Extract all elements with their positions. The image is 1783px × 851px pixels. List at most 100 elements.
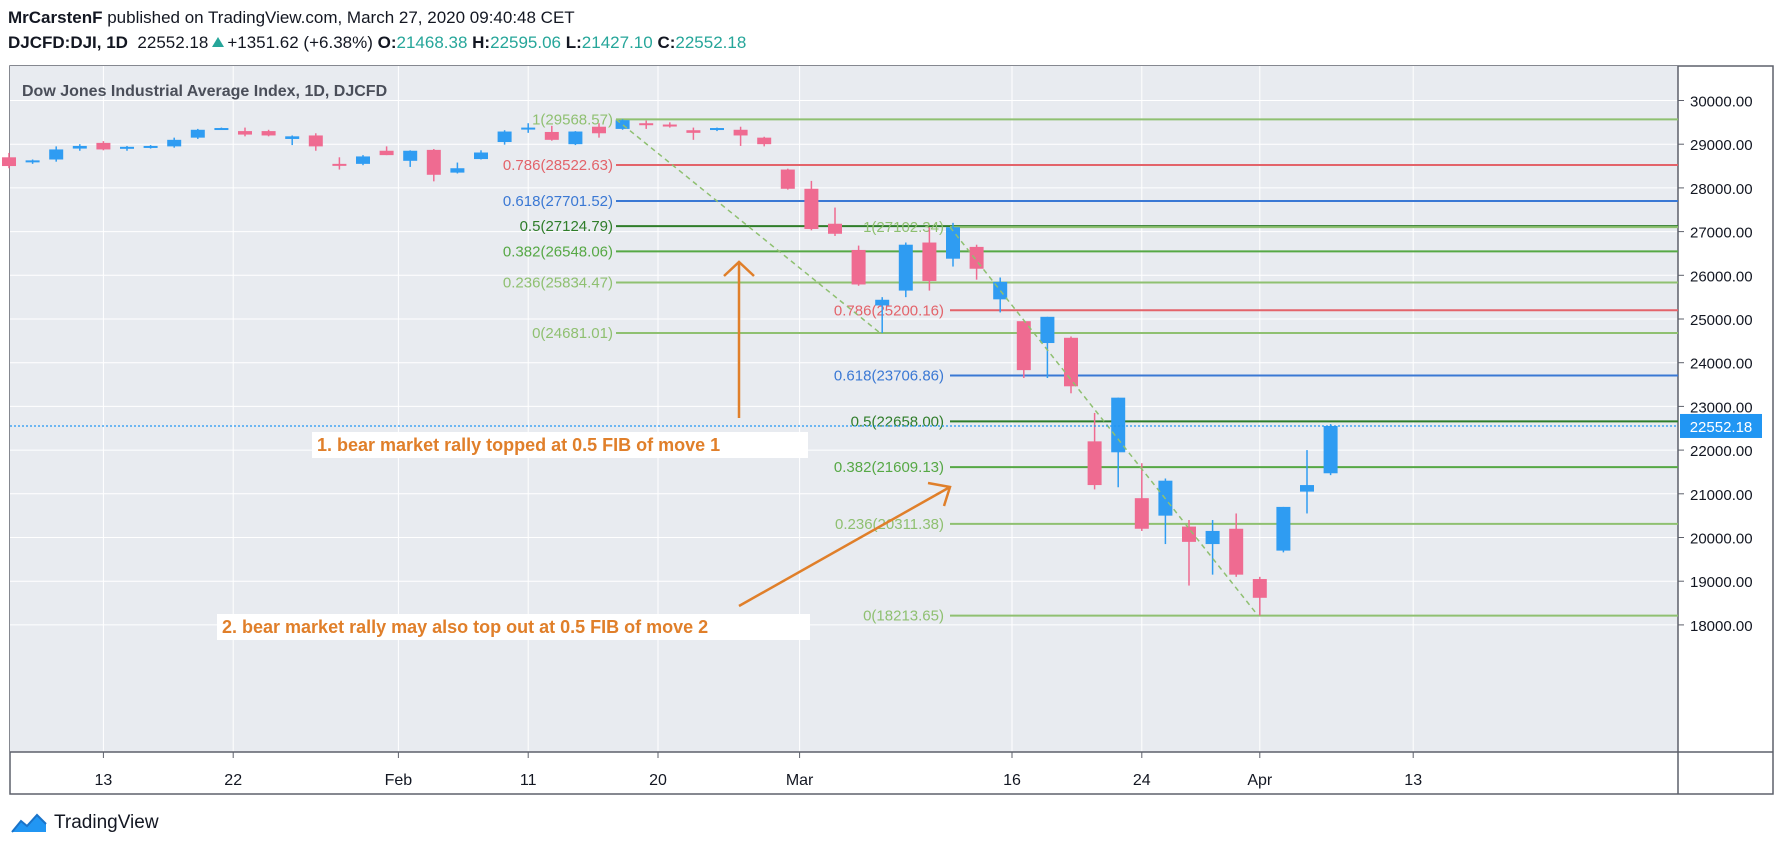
candle-body[interactable] <box>1182 526 1196 542</box>
candle[interactable] <box>332 157 347 170</box>
x-tick-label[interactable]: 16 <box>1003 772 1021 789</box>
candle[interactable] <box>898 242 913 298</box>
candle[interactable] <box>1016 321 1031 378</box>
candle[interactable] <box>1134 463 1149 531</box>
candle-body[interactable] <box>356 156 370 164</box>
annotation-arrows[interactable] <box>723 260 952 608</box>
candle-body[interactable] <box>285 136 300 139</box>
candle[interactable] <box>1111 397 1126 488</box>
candle-body[interactable] <box>1087 441 1102 486</box>
candle-body[interactable] <box>851 249 866 285</box>
x-tick-label[interactable]: Apr <box>1247 772 1273 789</box>
candle-body[interactable] <box>474 152 488 160</box>
candle[interactable] <box>426 149 441 182</box>
candle-body[interactable] <box>592 126 606 134</box>
candle[interactable] <box>1300 450 1314 514</box>
candle-body[interactable] <box>1205 530 1220 545</box>
candle[interactable] <box>969 244 984 280</box>
candle-body[interactable] <box>1111 397 1126 453</box>
candle-body[interactable] <box>1040 316 1055 344</box>
candle[interactable] <box>1182 520 1196 586</box>
candle-body[interactable] <box>1323 425 1338 474</box>
candle[interactable] <box>733 126 748 146</box>
x-tick-label[interactable]: 13 <box>1404 772 1422 789</box>
candle-body[interactable] <box>615 120 630 129</box>
candle-body[interactable] <box>1064 337 1078 387</box>
candle[interactable] <box>1229 513 1244 577</box>
candle-body[interactable] <box>568 131 583 145</box>
candle-body[interactable] <box>898 244 913 291</box>
x-tick-label[interactable]: 22 <box>224 772 242 789</box>
candle-body[interactable] <box>733 129 748 136</box>
candle-body[interactable] <box>450 168 465 173</box>
candle[interactable] <box>96 141 111 151</box>
candle-body[interactable] <box>875 299 890 306</box>
candle[interactable] <box>25 159 40 164</box>
candle[interactable] <box>639 120 654 129</box>
candle-body[interactable] <box>804 188 819 229</box>
candle-body[interactable] <box>710 128 724 131</box>
candle-body[interactable] <box>238 131 252 135</box>
candle[interactable] <box>474 150 488 160</box>
candle-body[interactable] <box>1300 485 1314 492</box>
candle[interactable] <box>497 130 512 145</box>
candle-body[interactable] <box>426 149 441 175</box>
candle[interactable] <box>686 127 701 140</box>
candle-body[interactable] <box>332 163 347 166</box>
candle-body[interactable] <box>120 146 134 149</box>
x-tick-label[interactable]: 11 <box>520 772 537 789</box>
candle[interactable] <box>49 146 64 162</box>
candlesticks[interactable] <box>2 119 1338 616</box>
candle-body[interactable] <box>214 128 229 131</box>
x-tick-label[interactable]: Mar <box>786 772 814 789</box>
candle-body[interactable] <box>946 227 960 259</box>
x-tick-label[interactable]: 20 <box>649 772 667 789</box>
candle[interactable] <box>143 145 158 149</box>
candle-body[interactable] <box>72 145 87 149</box>
candle[interactable] <box>922 227 937 291</box>
candle-body[interactable] <box>922 242 937 281</box>
candle[interactable] <box>120 145 134 151</box>
candle[interactable] <box>615 119 630 130</box>
candle[interactable] <box>521 123 536 133</box>
candle[interactable] <box>1040 316 1055 378</box>
candle[interactable] <box>190 128 205 139</box>
author-name[interactable]: MrCarstenF <box>8 8 103 27</box>
candle[interactable] <box>592 123 606 138</box>
candle-body[interactable] <box>497 131 512 143</box>
annotation-box[interactable] <box>312 432 808 458</box>
annotations[interactable]: 1. bear market rally topped at 0.5 FIB o… <box>217 432 810 640</box>
candle[interactable] <box>2 152 16 169</box>
candle-body[interactable] <box>25 160 40 163</box>
trend-line-move-1[interactable] <box>615 118 881 334</box>
candle[interactable] <box>851 245 866 286</box>
candle[interactable] <box>72 144 87 151</box>
chart-canvas[interactable]: Dow Jones Industrial Average Index, 1D, … <box>0 0 1783 810</box>
candle-body[interactable] <box>403 150 418 161</box>
x-axis-labels[interactable]: 13 22 Feb 11 20 Mar 16 24 Apr 13 <box>95 752 1423 789</box>
candle-body[interactable] <box>662 124 677 127</box>
candle-body[interactable] <box>308 135 323 147</box>
candle[interactable] <box>568 131 583 146</box>
candle[interactable] <box>238 127 252 137</box>
x-tick-label[interactable]: 13 <box>95 772 113 789</box>
footer-brand[interactable]: TradingView <box>10 812 159 834</box>
candle-body[interactable] <box>544 131 559 140</box>
x-tick-label[interactable]: 24 <box>1133 772 1151 789</box>
candle[interactable] <box>804 180 819 231</box>
candle[interactable] <box>356 155 370 166</box>
candle-body[interactable] <box>96 142 111 150</box>
candle[interactable] <box>544 125 559 141</box>
candle[interactable] <box>167 137 182 148</box>
candle-body[interactable] <box>686 130 701 133</box>
fib-retracements[interactable]: 1(29568.57) 0.786(28522.63) 0.618(27701.52… <box>503 111 1678 625</box>
candle[interactable] <box>828 207 842 236</box>
candle[interactable] <box>1064 336 1078 394</box>
candle-body[interactable] <box>1252 579 1267 598</box>
candle-body[interactable] <box>261 131 276 136</box>
candle[interactable] <box>261 129 276 137</box>
candle-body[interactable] <box>143 145 158 148</box>
candle-body[interactable] <box>1276 506 1291 551</box>
candle[interactable] <box>450 162 465 174</box>
candle[interactable] <box>875 297 890 333</box>
